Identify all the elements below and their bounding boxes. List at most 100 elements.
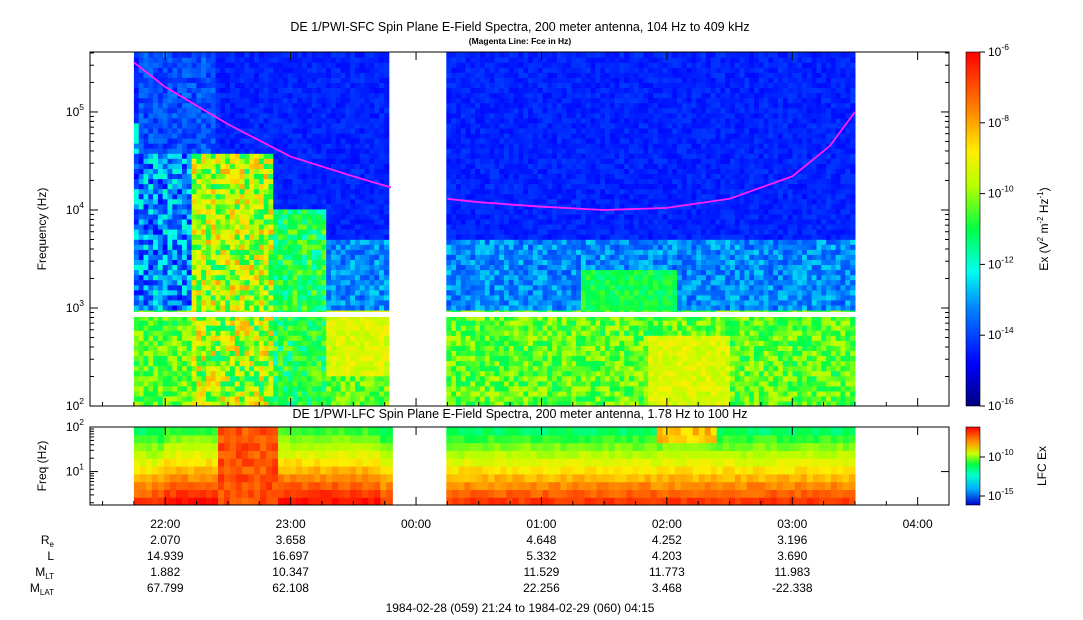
spectrogram-cell [523,188,529,195]
spectrogram-cell [340,259,346,265]
spectrogram-cell [268,320,274,326]
spectrogram-cell [451,244,457,250]
spectrogram-cell [504,320,510,326]
spectrogram-cell [230,153,236,159]
spectrogram-cell [191,320,197,326]
spectrogram-cell [494,127,500,134]
spectrogram-cell [321,183,327,190]
spectrogram-cell [518,284,524,291]
spectrogram-cell [504,127,510,134]
spectrogram-cell [138,239,145,245]
spectrogram-cell [282,163,289,169]
spectrogram-cell [528,345,534,351]
spectrogram-cell [297,244,303,250]
spectrogram-cell [287,158,294,164]
spectrogram-cell [292,264,298,271]
spectrogram-cell [157,254,164,260]
spectrogram-cell [258,92,265,99]
spectrogram-cell [162,62,169,68]
spectrogram-cell [273,143,279,149]
spectrogram-cell [306,218,313,225]
spectrogram-cell [311,395,318,402]
spectrogram-cell [451,325,457,331]
spectrogram-cell [282,87,289,94]
spectrogram-cell [239,77,245,83]
spectrogram-cell [359,77,366,83]
spectrogram-cell [321,173,327,180]
spectrogram-cell [268,127,274,134]
spectrogram-cell [273,173,279,180]
spectrogram-cell [374,92,380,99]
spectrogram-cell [504,168,510,174]
spectrogram-cell [143,208,149,215]
spectrogram-cell [306,340,313,346]
spectrogram-cell [465,355,471,362]
spectrogram-cell [157,178,164,185]
spectrogram-cell [133,400,140,406]
spectrogram-cell [167,67,173,73]
spectrogram-cell [494,259,500,265]
spectrogram-cell [225,350,231,357]
spectrogram-cell [359,163,366,169]
spectrogram-cell [234,188,241,195]
spectrogram-cell [475,365,481,372]
spectrogram-cell [446,102,452,109]
spectrogram-cell [364,239,370,245]
spectrogram-cell [508,395,515,402]
spectrogram-cell [230,203,236,210]
spectrogram-cell [196,315,202,321]
spectrogram-cell [311,158,318,164]
spectrogram-cell [234,183,241,190]
spectrogram-cell [191,163,197,169]
spectrogram-cell [210,153,217,159]
spectrogram-cell [340,87,346,94]
spectrogram-cell [508,193,515,200]
spectrogram-cell [499,148,505,154]
spectrogram-cell [508,218,515,225]
spectrogram-cell [306,294,313,301]
spectrogram-cell [321,289,327,296]
spectrogram-cell [206,395,212,402]
spectrogram-cell [249,82,255,88]
spectrogram-cell [230,168,236,174]
spectrogram-cell [220,320,226,326]
spectrogram-cell [508,208,515,215]
spectrogram-cell [230,289,236,296]
spectrogram-cell [191,188,197,195]
spectrogram-cell [518,62,524,68]
spectrogram-cell [143,153,149,159]
spectrogram-cell [292,203,298,210]
spectrogram-cell [311,57,318,63]
spectrogram-cell [383,294,390,301]
spectrogram-cell [528,244,534,250]
spectrogram-cell [234,158,241,164]
spectrogram-cell [148,178,154,185]
spectrogram-cell [359,107,366,114]
spectrogram-cell [331,158,337,164]
spectrogram-cell [201,320,207,326]
spectrogram-cell [148,223,154,230]
spectrogram-cell [278,289,284,296]
spectrogram-cell [379,178,385,185]
spectrogram-cell [239,52,245,58]
spectrogram-cell [369,320,375,326]
spectrogram-cell [470,173,476,180]
spectrogram-cell [456,289,462,296]
spectrogram-cell [249,355,255,362]
spectrogram-cell [532,274,539,281]
spectrogram-cell [528,127,534,134]
spectrogram-cell [508,97,515,104]
spectrogram-cell [201,168,207,174]
spectrogram-cell [157,264,164,271]
spectrogram-cell [282,138,289,144]
spectrogram-cell [244,117,250,124]
spectrogram-cell [369,340,375,346]
spectrogram-cell [340,284,346,291]
spectrogram-cell [369,279,375,286]
spectrogram-cell [282,122,289,129]
spectrogram-cell [331,163,337,169]
spectrogram-cell [167,153,173,159]
spectrogram-cell [456,138,462,144]
spectrogram-cell [302,163,308,169]
spectrogram-cell [480,355,486,362]
